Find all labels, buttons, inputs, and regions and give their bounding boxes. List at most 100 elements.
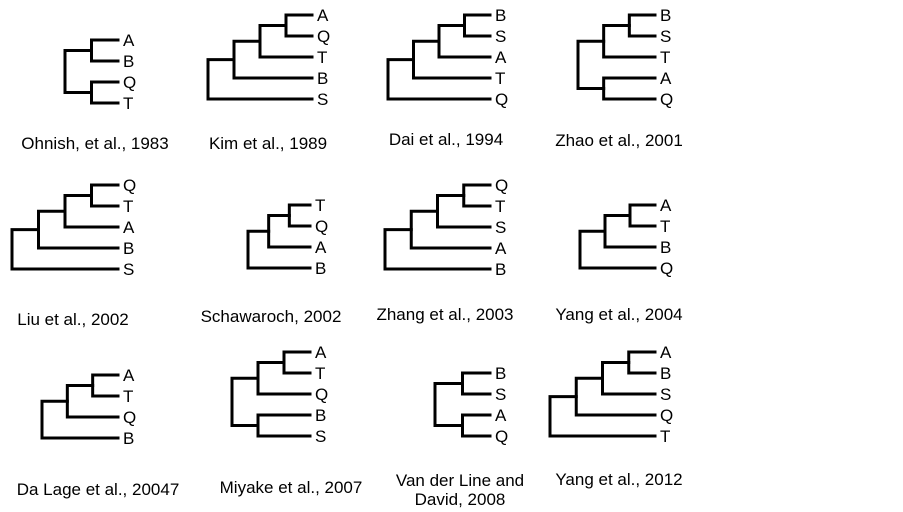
taxon-label: S	[660, 27, 671, 46]
taxon-label: A	[317, 6, 329, 25]
tree-caption: Liu et al., 2002	[17, 310, 129, 329]
tree-caption: Ohnish, et al., 1983	[21, 134, 168, 153]
taxon-label: A	[123, 366, 135, 385]
taxon-label: Q	[495, 427, 508, 446]
taxon-label: B	[495, 6, 506, 25]
taxon-label: A	[123, 218, 135, 237]
tree-caption: Yang et al., 2004	[555, 305, 682, 324]
tree-caption: Zhao et al., 2001	[555, 131, 683, 150]
tree-branch	[627, 350, 657, 375]
taxon-label: B	[660, 364, 671, 383]
taxon-label: A	[315, 343, 327, 362]
taxon-label: Q	[660, 406, 673, 425]
taxon-label: Q	[315, 385, 328, 404]
taxon-label: S	[495, 385, 506, 404]
tree-branch	[433, 382, 464, 427]
tree-branch	[462, 183, 492, 208]
taxon-label: T	[495, 69, 505, 88]
taxon-label: A	[660, 343, 672, 362]
taxon-label: A	[495, 406, 507, 425]
taxon-label: B	[317, 69, 328, 88]
tree-caption: Zhang et al., 2003	[376, 305, 513, 324]
tree-caption: Yang et al., 2012	[555, 470, 682, 489]
taxon-label: B	[315, 406, 326, 425]
taxon-label: Q	[495, 90, 508, 109]
tree-caption: Dai et al., 1994	[389, 130, 503, 149]
taxon-label: B	[315, 259, 326, 278]
tree-branch	[461, 371, 492, 396]
tree-branch	[386, 58, 492, 101]
taxon-label: S	[495, 218, 506, 237]
tree-branch	[627, 13, 657, 38]
tree-branch	[90, 183, 120, 208]
tree-branch	[578, 229, 657, 270]
taxon-label: Q	[123, 176, 136, 195]
taxon-label: T	[317, 48, 327, 67]
tree-caption: Schawaroch, 2002	[201, 307, 342, 326]
taxon-label: S	[660, 385, 671, 404]
tree-branch	[383, 228, 492, 271]
taxon-label: B	[495, 260, 506, 279]
taxon-label: T	[315, 196, 325, 215]
taxon-label: T	[123, 387, 133, 406]
tree-branch	[461, 413, 492, 438]
taxon-label: A	[495, 239, 507, 258]
tree-caption: Da Lage et al., 20047	[17, 480, 180, 499]
tree-branch	[40, 399, 120, 440]
taxon-label: A	[660, 196, 672, 215]
taxon-label: T	[495, 197, 505, 216]
taxon-label: T	[660, 217, 670, 236]
tree-branch	[409, 209, 492, 250]
taxon-label: Q	[660, 259, 673, 278]
tree-branch	[230, 376, 260, 427]
tree-branch	[602, 76, 657, 101]
tree-branch	[63, 49, 93, 94]
tree-caption: David, 2008	[415, 490, 506, 509]
taxon-label: A	[660, 69, 672, 88]
taxon-label: T	[660, 427, 670, 446]
taxon-label: B	[660, 238, 671, 257]
taxon-label: T	[123, 197, 133, 216]
taxon-label: Q	[317, 27, 330, 46]
tree-branch	[256, 413, 312, 438]
tree-branch	[37, 209, 120, 250]
taxon-label: B	[123, 239, 134, 258]
tree-branch	[90, 38, 120, 63]
tree-branch	[10, 228, 120, 271]
tree-branch	[246, 229, 312, 270]
taxon-label: S	[123, 260, 134, 279]
taxon-label: T	[123, 94, 133, 113]
tree-branch	[576, 39, 606, 90]
tree-branch	[282, 350, 312, 375]
tree-caption: Van der Line and	[396, 471, 524, 490]
taxon-label: Q	[315, 217, 328, 236]
taxon-label: B	[123, 429, 134, 448]
taxon-label: Q	[495, 176, 508, 195]
tree-branch	[628, 203, 657, 228]
tree-branch	[412, 39, 492, 80]
taxon-label: A	[123, 31, 135, 50]
taxon-label: S	[317, 90, 328, 109]
taxon-label: T	[315, 364, 325, 383]
tree-caption: Kim et al., 1989	[209, 134, 327, 153]
taxon-label: Q	[123, 73, 136, 92]
taxon-label: S	[495, 27, 506, 46]
taxon-label: B	[495, 364, 506, 383]
tree-branch	[548, 395, 657, 438]
tree-branch	[91, 373, 120, 398]
tree-caption: Miyake et al., 2007	[220, 478, 363, 497]
tree-branch	[206, 58, 314, 101]
taxon-label: B	[123, 52, 134, 71]
taxon-label: Q	[123, 408, 136, 427]
